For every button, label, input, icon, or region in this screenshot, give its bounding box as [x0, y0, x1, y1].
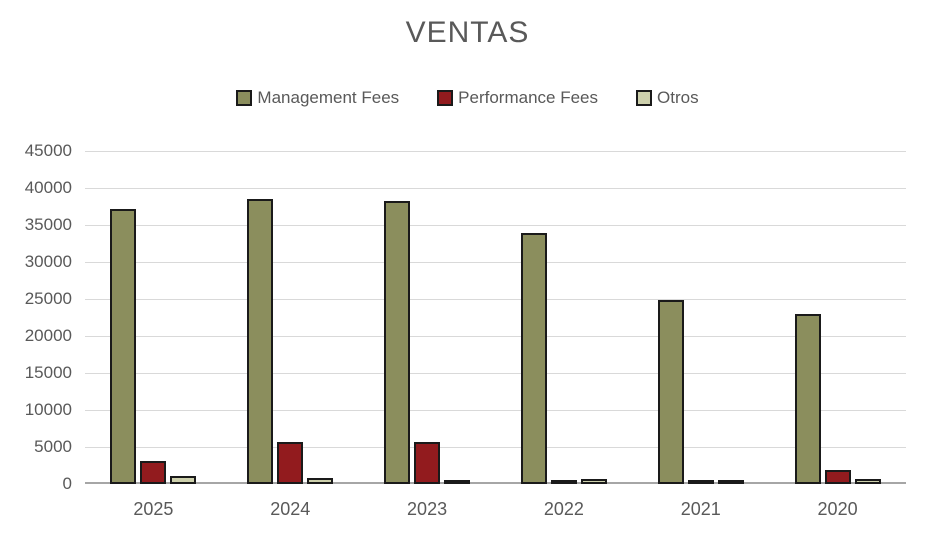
plot-area: [85, 151, 906, 484]
y-axis-tick-label: 10000: [24, 400, 72, 419]
y-axis-tick-label: 35000: [24, 215, 72, 234]
bar-otros-2025: [170, 475, 197, 484]
y-axis-tick-label: 20000: [24, 326, 72, 345]
gridline: [85, 151, 906, 152]
x-axis-tick-label: 2023: [407, 499, 448, 519]
bar-otros-2021: [717, 480, 744, 484]
legend: Management Fees Performance Fees Otros: [0, 88, 935, 108]
bar-management-fees-2024: [247, 199, 274, 484]
y-axis-tick-label: 40000: [24, 178, 72, 197]
x-axis-tick-label: 2020: [817, 499, 858, 519]
x-axis-tick-label: 2021: [680, 499, 721, 519]
legend-label: Performance Fees: [458, 88, 599, 107]
gridline: [85, 225, 906, 226]
chart-title: VENTAS: [405, 16, 530, 49]
bar-performance-fees-2024: [277, 441, 304, 484]
bar-performance-fees-2021: [687, 480, 714, 484]
x-axis-tick-label: 2022: [543, 499, 584, 519]
legend-label: Otros: [657, 88, 699, 107]
legend-item-otros: Otros: [636, 88, 699, 108]
gridline: [85, 447, 906, 448]
bar-otros-2022: [580, 479, 607, 484]
bar-management-fees-2025: [110, 208, 137, 484]
legend-item-management-fees: Management Fees: [236, 88, 399, 108]
bar-performance-fees-2025: [140, 461, 167, 484]
y-axis-tick-label: 5000: [34, 437, 72, 456]
bar-performance-fees-2022: [550, 479, 577, 484]
legend-item-performance-fees: Performance Fees: [437, 88, 598, 108]
y-axis-tick-label: 0: [62, 474, 72, 493]
bar-management-fees-2023: [384, 201, 411, 484]
gridline: [85, 336, 906, 337]
gridline: [85, 299, 906, 300]
x-axis-tick-label: 2025: [133, 499, 174, 519]
bar-otros-2020: [854, 478, 881, 484]
legend-label: Management Fees: [257, 88, 400, 107]
gridline: [85, 373, 906, 374]
gridline: [85, 262, 906, 263]
gridline: [85, 188, 906, 189]
y-axis-tick-label: 25000: [24, 289, 72, 308]
x-axis-tick-label: 2024: [270, 499, 311, 519]
legend-swatch-icon: [236, 90, 253, 106]
x-axis-line: [85, 482, 906, 484]
bar-management-fees-2021: [657, 299, 684, 484]
y-axis-tick-label: 15000: [24, 363, 72, 382]
legend-swatch-icon: [437, 90, 454, 106]
bar-otros-2024: [307, 478, 334, 484]
y-axis-tick-label: 30000: [24, 252, 72, 271]
bar-otros-2023: [444, 480, 471, 484]
y-axis-tick-label: 45000: [24, 141, 72, 160]
legend-swatch-icon: [636, 90, 653, 106]
bar-performance-fees-2023: [414, 441, 441, 484]
gridline: [85, 410, 906, 411]
bar-performance-fees-2020: [824, 469, 851, 484]
bar-management-fees-2020: [794, 313, 821, 484]
bar-management-fees-2022: [520, 233, 547, 484]
